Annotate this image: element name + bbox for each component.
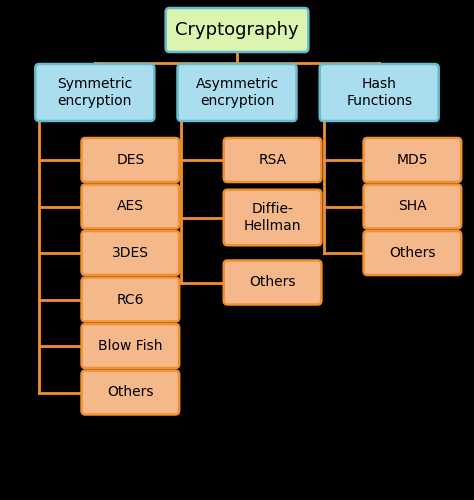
Text: Symmetric
encryption: Symmetric encryption xyxy=(57,78,132,108)
Text: Others: Others xyxy=(389,246,436,260)
FancyBboxPatch shape xyxy=(224,260,321,304)
FancyBboxPatch shape xyxy=(177,64,296,121)
FancyBboxPatch shape xyxy=(364,231,461,275)
Text: Blow Fish: Blow Fish xyxy=(98,339,163,353)
FancyBboxPatch shape xyxy=(364,138,461,182)
Text: 3DES: 3DES xyxy=(112,246,149,260)
Text: Hash
Functions: Hash Functions xyxy=(346,78,412,108)
Text: AES: AES xyxy=(117,200,144,213)
FancyBboxPatch shape xyxy=(224,190,321,246)
Text: Asymmetric
encryption: Asymmetric encryption xyxy=(195,78,279,108)
FancyBboxPatch shape xyxy=(82,278,179,322)
Text: MD5: MD5 xyxy=(397,153,428,167)
Text: Others: Others xyxy=(107,386,154,400)
Text: RSA: RSA xyxy=(258,153,287,167)
FancyBboxPatch shape xyxy=(82,370,179,414)
FancyBboxPatch shape xyxy=(82,231,179,275)
FancyBboxPatch shape xyxy=(82,324,179,368)
Text: DES: DES xyxy=(116,153,145,167)
FancyBboxPatch shape xyxy=(82,138,179,182)
FancyBboxPatch shape xyxy=(319,64,439,121)
Text: Diffie-
Hellman: Diffie- Hellman xyxy=(244,202,301,232)
Text: Cryptography: Cryptography xyxy=(175,21,299,39)
Text: RC6: RC6 xyxy=(117,292,144,306)
FancyBboxPatch shape xyxy=(364,184,461,228)
Text: Others: Others xyxy=(249,276,296,289)
Text: SHA: SHA xyxy=(398,200,427,213)
FancyBboxPatch shape xyxy=(166,8,309,52)
FancyBboxPatch shape xyxy=(82,184,179,228)
FancyBboxPatch shape xyxy=(35,64,155,121)
FancyBboxPatch shape xyxy=(224,138,321,182)
